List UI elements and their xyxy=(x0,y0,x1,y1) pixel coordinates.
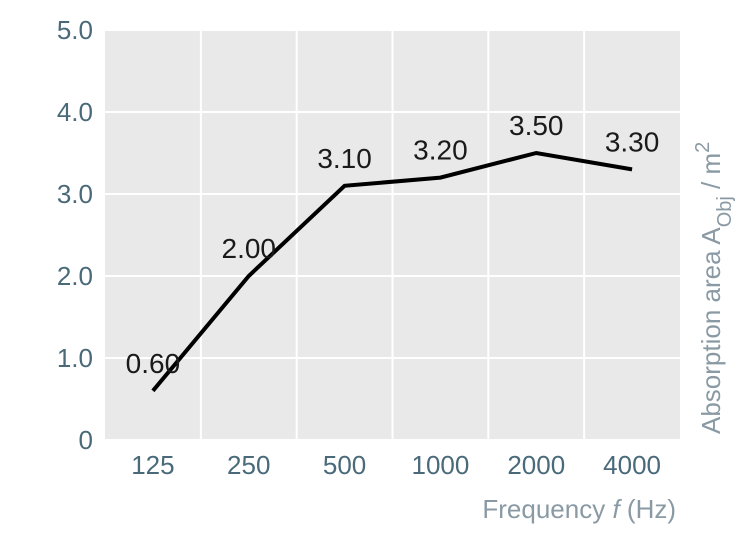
y-tick-label: 1.0 xyxy=(57,343,93,373)
value-label: 3.10 xyxy=(317,143,372,174)
y-tick-label: 5.0 xyxy=(57,15,93,45)
value-label: 3.30 xyxy=(605,126,660,157)
absorption-chart: 0.60 2.00 3.10 3.20 3.50 3.30 0 1.0 2.0 3.0 4.0 5.0… xyxy=(0,0,750,550)
y-tick-label: 0 xyxy=(79,425,93,455)
value-label: 3.20 xyxy=(413,135,468,166)
y-tick-label: 2.0 xyxy=(57,261,93,291)
chart-svg: 0.60 2.00 3.10 3.20 3.50 3.30 0 1.0 2.0 3.0 4.0 5.0… xyxy=(0,0,750,550)
value-label: 2.00 xyxy=(222,233,277,264)
x-tick-label: 500 xyxy=(323,450,366,480)
y-tick-label: 4.0 xyxy=(57,97,93,127)
y-tick-label: 3.0 xyxy=(57,179,93,209)
x-tick-label: 1000 xyxy=(411,450,469,480)
x-tick-label: 125 xyxy=(131,450,174,480)
x-tick-label: 4000 xyxy=(603,450,661,480)
value-label: 0.60 xyxy=(126,348,181,379)
x-axis-label: Frequency f (Hz) xyxy=(482,494,676,524)
value-label: 3.50 xyxy=(509,110,564,141)
x-tick-label: 250 xyxy=(227,450,270,480)
y-axis-label: Absorption area AObj / m2 xyxy=(692,142,736,434)
x-tick-label: 2000 xyxy=(507,450,565,480)
